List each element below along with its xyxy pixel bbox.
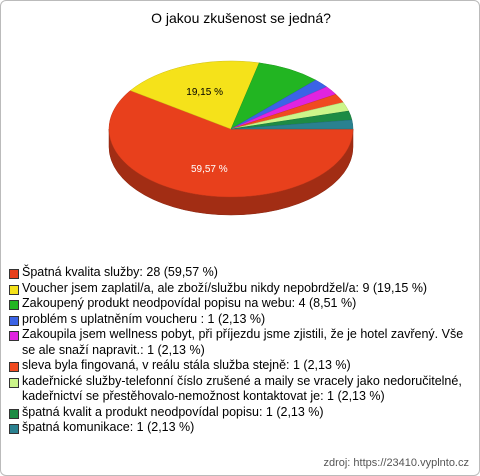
slice xyxy=(108,90,354,198)
legend-label: Špatná kvalita služby: 28 (59,57 %) xyxy=(22,265,218,279)
legend-item: problém s uplatněním voucheru : 1 (2,13 … xyxy=(9,312,464,328)
data-label: 59,57 % xyxy=(191,164,228,175)
legend-label: Zakoupila jsem wellness pobyt, při příje… xyxy=(22,327,464,357)
legend-label: Zakoupený produkt neodpovídal popisu na … xyxy=(22,296,357,310)
legend-swatch xyxy=(9,315,19,326)
legend-item: Zakoupený produkt neodpovídal popisu na … xyxy=(9,296,464,312)
legend-item: Zakoupila jsem wellness pobyt, při příje… xyxy=(9,327,464,358)
legend-swatch xyxy=(9,377,19,388)
legend-item: Voucher jsem zaplatil/a, ale zboží/služb… xyxy=(9,281,464,297)
legend-item: špatná kvalit a produkt neodpovídal popi… xyxy=(9,405,464,421)
legend-swatch xyxy=(9,331,19,341)
slice xyxy=(230,119,354,130)
pie-area: O jakou zkušenost se jedná? 59,57 % 19,15… xyxy=(108,10,354,216)
legend-swatch xyxy=(9,424,19,434)
legend-label: kadeřnické služby-telefonní číslo zrušen… xyxy=(22,373,462,404)
legend-item: Špatná kvalita služby: 28 (59,57 %) xyxy=(9,265,464,281)
legend-swatch xyxy=(9,408,19,419)
legend-label: Voucher jsem zaplatil/a, ale zboží/služb… xyxy=(22,280,428,295)
legend-swatch xyxy=(9,300,19,310)
legend-label: špatná komunikace: 1 (2,13 %) xyxy=(22,420,195,434)
source: zdroj: https://23410.vyplnto.cz xyxy=(323,457,469,469)
data-label: 19,15 % xyxy=(186,87,223,98)
legend-swatch xyxy=(9,284,19,295)
legend-item: špatná komunikace: 1 (2,13 %) xyxy=(9,420,464,436)
legend-item: sleva byla fingovaná, v reálu stála služ… xyxy=(9,358,464,374)
legend-label: problém s uplatněním voucheru : 1 (2,13 … xyxy=(22,311,266,326)
legend-swatch xyxy=(9,269,19,279)
legend-item: kadeřnické služby-telefonní číslo zrušen… xyxy=(9,374,464,405)
legend: Špatná kvalita služby: 28 (59,57 %) Vouch… xyxy=(9,265,464,436)
legend-label: sleva byla fingovaná, v reálu stála služ… xyxy=(22,358,351,372)
chart-title: O jakou zkušenost se jedná? xyxy=(151,10,331,26)
slice xyxy=(129,60,260,130)
legend-swatch xyxy=(9,362,19,372)
legend-label: špatná kvalit a produkt neodpovídal popi… xyxy=(22,404,324,419)
